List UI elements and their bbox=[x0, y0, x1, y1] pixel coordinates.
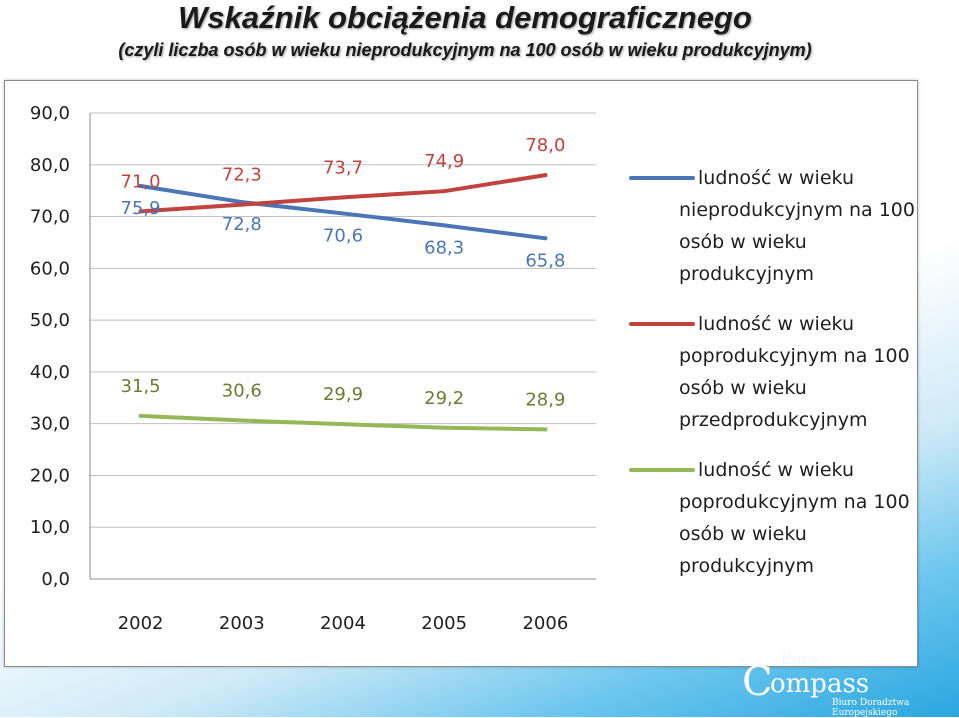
legend-label-line: ludność w wieku bbox=[698, 313, 854, 335]
data-point bbox=[442, 223, 447, 228]
data-label: 71,0 bbox=[121, 171, 161, 192]
data-point bbox=[138, 184, 143, 189]
data-point bbox=[341, 195, 345, 200]
y-axis-ticks: 0,0 10,0 20,0 30,0 40,0 50,0 60,0 70,0 80,0 90,0 bbox=[30, 103, 70, 590]
data-label: 65,8 bbox=[525, 250, 565, 271]
x-tick-label: 2002 bbox=[118, 613, 164, 634]
legend-label-line: ludność w wieku bbox=[698, 167, 854, 189]
data-point bbox=[543, 427, 548, 432]
data-label: 72,3 bbox=[222, 165, 262, 186]
y-tick-label: 70,0 bbox=[30, 207, 70, 228]
data-point bbox=[239, 418, 244, 423]
data-label: 30,6 bbox=[222, 381, 262, 402]
legend-label-line: ludność w wieku bbox=[698, 459, 854, 481]
legend-entry-1: ludność w wieku nieprodukcyjnym na 100 osó… bbox=[629, 167, 915, 285]
data-label: 73,7 bbox=[323, 157, 363, 178]
x-tick-label: 2006 bbox=[522, 613, 568, 634]
data-point bbox=[442, 189, 447, 194]
y-tick-label: 20,0 bbox=[30, 465, 70, 486]
x-tick-label: 2004 bbox=[320, 613, 366, 634]
legend-entry-2: ludność w wieku poprodukcyjnym na 100 osób… bbox=[629, 313, 910, 431]
data-point bbox=[239, 202, 244, 207]
page-title: Wskaźnik obciążenia demograficznego bbox=[178, 0, 752, 35]
data-labels: 75,9 72,8 70,6 68,3 65,8 71,0 72,3 73,7 74,9 78,0… bbox=[121, 135, 566, 410]
logo-tagline: Biuro Doradztwa Europejskiego bbox=[832, 698, 910, 718]
y-tick-label: 50,0 bbox=[30, 310, 70, 331]
chart-panel: 0,0 10,0 20,0 30,0 40,0 50,0 60,0 70,0 80,0 90,0 … bbox=[4, 80, 918, 667]
legend: ludność w wieku nieprodukcyjnym na 100 osó… bbox=[629, 167, 915, 577]
legend-label-line: poprodukcyjnym na 100 bbox=[679, 345, 910, 367]
legend-label-line: produkcyjnym bbox=[679, 555, 814, 577]
data-point bbox=[543, 236, 548, 241]
y-tick-label: 80,0 bbox=[30, 155, 70, 176]
y-tick-label: 40,0 bbox=[30, 362, 70, 383]
y-tick-label: 90,0 bbox=[30, 103, 70, 124]
eurocompass-logo: Euro C ompass Biuro Doradztwa Europejski… bbox=[742, 650, 957, 718]
x-tick-label: 2005 bbox=[421, 613, 467, 634]
data-label: 75,9 bbox=[121, 198, 161, 219]
y-tick-label: 60,0 bbox=[30, 258, 70, 279]
legend-label-line: osób w wieku bbox=[679, 523, 807, 545]
series-line-2 bbox=[138, 173, 548, 214]
logo-initial: C bbox=[742, 659, 773, 705]
legend-label-line: produkcyjnym bbox=[679, 263, 814, 285]
legend-entry-3: ludność w wieku poprodukcyjnym na 100 osób… bbox=[629, 459, 910, 577]
data-point bbox=[138, 209, 143, 214]
legend-label-line: osób w wieku bbox=[679, 231, 807, 253]
legend-label-line: poprodukcyjnym na 100 bbox=[679, 491, 910, 513]
grid-lines bbox=[89, 112, 596, 580]
data-label: 28,9 bbox=[525, 389, 565, 410]
legend-label-line: przedprodukcyjnym bbox=[679, 409, 868, 431]
data-label: 78,0 bbox=[525, 135, 565, 156]
logo-top-text: Euro bbox=[781, 650, 818, 668]
y-tick-label: 0,0 bbox=[41, 569, 70, 590]
legend-label-line: osób w wieku bbox=[679, 377, 807, 399]
x-axis-ticks: 2002 2003 2004 2005 2006 bbox=[118, 613, 569, 634]
y-tick-label: 30,0 bbox=[30, 414, 70, 435]
data-point bbox=[442, 425, 447, 430]
series-lines bbox=[138, 173, 548, 432]
data-label: 72,8 bbox=[222, 214, 262, 235]
page-subtitle: (czyli liczba osób w wieku nieprodukcyjn… bbox=[118, 40, 812, 60]
data-label: 31,5 bbox=[121, 376, 161, 397]
data-label: 29,2 bbox=[424, 388, 464, 409]
data-label: 29,9 bbox=[323, 384, 363, 405]
data-label: 68,3 bbox=[424, 237, 464, 258]
data-label: 70,6 bbox=[323, 225, 363, 246]
data-point bbox=[543, 173, 548, 178]
line-chart: 0,010,020,030,040,050,060,070,080,090,0 … bbox=[30, 103, 915, 634]
data-point bbox=[341, 422, 345, 427]
data-point bbox=[138, 413, 143, 418]
logo-name: ompass bbox=[770, 669, 870, 699]
data-point bbox=[341, 211, 345, 216]
x-tick-label: 2003 bbox=[219, 613, 265, 634]
legend-label-line: nieprodukcyjnym na 100 bbox=[679, 199, 915, 221]
y-tick-label: 10,0 bbox=[30, 517, 70, 538]
data-label: 74,9 bbox=[424, 151, 464, 172]
